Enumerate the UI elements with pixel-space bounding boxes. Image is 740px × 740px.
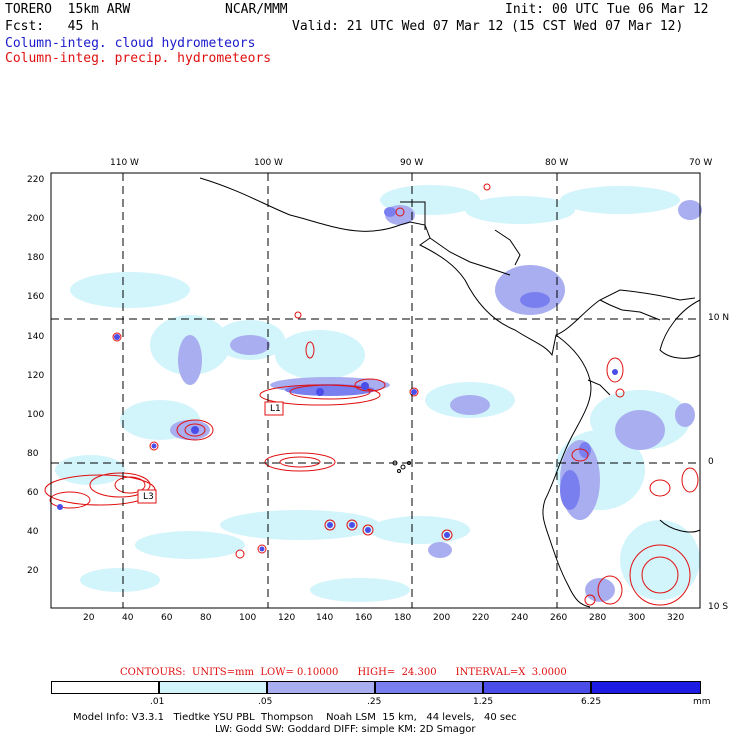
colorbar-label-125: 1.25 xyxy=(473,697,494,707)
lon-label-110w: 110 W xyxy=(110,158,139,168)
colorbar-label-25: .25 xyxy=(367,697,382,707)
x-tick-label: 220 xyxy=(472,613,490,623)
x-tick-label: 60 xyxy=(161,613,173,623)
y-tick-label: 160 xyxy=(27,292,45,302)
colorbar-swatch-0 xyxy=(51,681,159,694)
lat-label-0: 0 xyxy=(708,457,714,467)
forecast-hour: Fcst: 45 h xyxy=(5,19,99,34)
lon-label-80w: 80 W xyxy=(545,158,569,168)
y-tick-label: 140 xyxy=(27,332,45,342)
valid-time: Valid: 21 UTC Wed 07 Mar 12 (15 CST Wed … xyxy=(292,19,684,34)
lon-label-70w: 70 W xyxy=(689,158,713,168)
y-tick-label: 40 xyxy=(27,527,39,537)
low-center-marker-3 xyxy=(137,489,157,504)
low-label-1: L1 xyxy=(270,404,281,414)
lon-label-90w: 90 W xyxy=(400,158,424,168)
x-tick-label: 320 xyxy=(667,613,685,623)
lon-label-100w: 100 W xyxy=(254,158,283,168)
x-tick-label: 100 xyxy=(239,613,257,623)
colorbar-label-05: .05 xyxy=(258,697,273,707)
lat-label-10n: 10 N xyxy=(708,313,730,323)
precip-contours xyxy=(44,183,699,606)
x-tick-label: 260 xyxy=(550,613,568,623)
y-tick-label: 180 xyxy=(27,253,45,263)
y-tick-label: 120 xyxy=(27,371,45,381)
init-time: Init: 00 UTC Tue 06 Mar 12 xyxy=(505,2,709,17)
colorbar-units: mm xyxy=(693,697,711,707)
x-tick-label: 160 xyxy=(355,613,373,623)
model-title: TORERO 15km ARW xyxy=(5,2,131,17)
x-tick-label: 300 xyxy=(628,613,646,623)
map-frame xyxy=(50,172,701,609)
x-tick-label: 40 xyxy=(122,613,134,623)
model-info-line1: Model Info: V3.3.1 Tiedtke YSU PBL Thomp… xyxy=(73,712,517,723)
colorbar-swatch-1 xyxy=(159,681,267,694)
x-tick-label: 240 xyxy=(511,613,529,623)
y-tick-label: 20 xyxy=(27,566,39,576)
x-tick-label: 120 xyxy=(278,613,296,623)
x-tick-label: 200 xyxy=(433,613,451,623)
model-info-line2: LW: Godd SW: Goddard DIFF: simple KM: 2D… xyxy=(215,724,476,735)
colorbar-swatch-5 xyxy=(591,681,701,694)
contour-info: CONTOURS: UNITS=mm LOW= 0.10000 HIGH= 24… xyxy=(120,667,567,678)
lat-lon-grid xyxy=(51,173,700,608)
y-tick-label: 60 xyxy=(27,488,39,498)
lat-label-10s: 10 S xyxy=(708,602,729,612)
x-tick-label: 80 xyxy=(200,613,212,623)
colorbar-swatch-3 xyxy=(375,681,483,694)
organization-label: NCAR/MMM xyxy=(225,2,288,17)
field-cloud-label: Column-integ. cloud hydrometeors xyxy=(5,36,256,51)
coastline xyxy=(199,177,701,608)
low-center-marker-1 xyxy=(264,401,284,416)
colorbar-swatch-4 xyxy=(483,681,591,694)
y-tick-label: 200 xyxy=(27,214,45,224)
x-tick-label: 140 xyxy=(316,613,334,623)
x-tick-label: 280 xyxy=(589,613,607,623)
colorbar-label-01: .01 xyxy=(150,697,165,707)
x-tick-label: 180 xyxy=(394,613,412,623)
y-tick-label: 100 xyxy=(27,410,45,420)
x-tick-label: 20 xyxy=(83,613,95,623)
low-label-3: L3 xyxy=(143,492,154,502)
cloud-shading xyxy=(55,185,702,602)
field-precip-label: Column-integ. precip. hydrometeors xyxy=(5,51,272,66)
colorbar-label-625: 6.25 xyxy=(581,697,602,707)
y-tick-label: 220 xyxy=(27,175,45,185)
colorbar-swatch-2 xyxy=(267,681,375,694)
y-tick-label: 80 xyxy=(27,449,39,459)
